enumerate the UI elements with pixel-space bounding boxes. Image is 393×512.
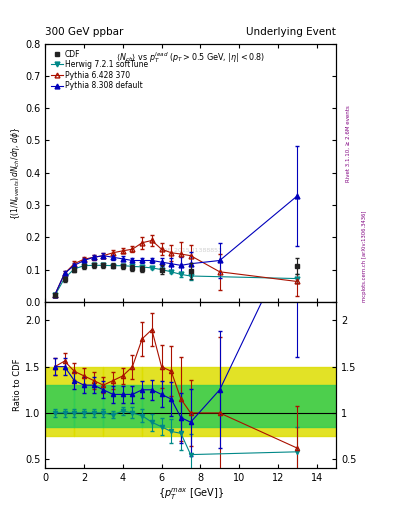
- Y-axis label: Ratio to CDF: Ratio to CDF: [13, 359, 22, 412]
- Text: $\langle N_{ch}\rangle$ vs $p_T^{lead}$ ($p_T > 0.5$ GeV, $|\eta| < 0.8$): $\langle N_{ch}\rangle$ vs $p_T^{lead}$ …: [116, 50, 265, 65]
- Text: Underlying Event: Underlying Event: [246, 27, 336, 37]
- Text: CDF_2015_I1388853: CDF_2015_I1388853: [159, 247, 222, 253]
- X-axis label: $\{p_T^{max}\ [\mathrm{GeV}]\}$: $\{p_T^{max}\ [\mathrm{GeV}]\}$: [158, 486, 224, 502]
- Text: 300 GeV ppbar: 300 GeV ppbar: [45, 27, 123, 37]
- Text: mcplots.cern.ch [arXiv:1306.3436]: mcplots.cern.ch [arXiv:1306.3436]: [362, 210, 367, 302]
- Y-axis label: $\{(1/N_{events})\,dN_{ch}/d\eta,\,d\phi\}$: $\{(1/N_{events})\,dN_{ch}/d\eta,\,d\phi…: [9, 126, 22, 220]
- Text: Rivet 3.1.10, ≥ 2.6M events: Rivet 3.1.10, ≥ 2.6M events: [346, 105, 351, 182]
- Legend: CDF, Herwig 7.2.1 softTune, Pythia 6.428 370, Pythia 8.308 default: CDF, Herwig 7.2.1 softTune, Pythia 6.428…: [49, 47, 151, 93]
